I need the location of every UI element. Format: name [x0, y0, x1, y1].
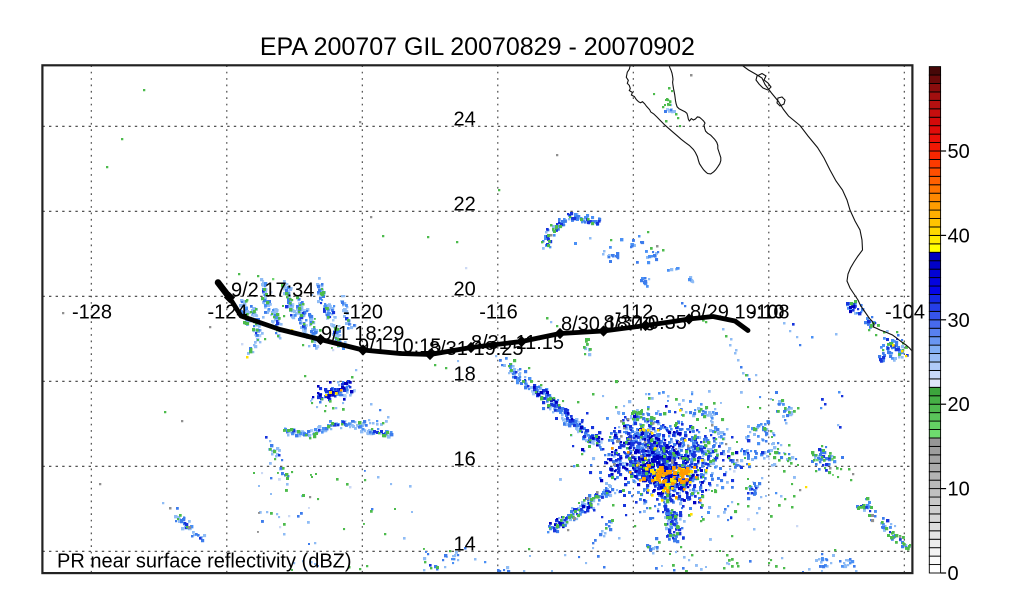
svg-text:8/31 19:25: 8/31 19:25: [429, 338, 524, 360]
svg-text:14: 14: [453, 534, 475, 556]
svg-text:-128: -128: [72, 301, 112, 323]
svg-text:16: 16: [453, 449, 475, 471]
svg-text:20: 20: [948, 394, 970, 416]
svg-text:9/1 18:29: 9/1 18:29: [321, 323, 404, 345]
svg-text:8/30 18:40: 8/30 18:40: [561, 314, 656, 336]
svg-text:9/1 10:15: 9/1 10:15: [358, 336, 441, 358]
svg-text:8/30 0:35: 8/30 0:35: [604, 312, 687, 334]
svg-text:20: 20: [453, 279, 475, 301]
svg-text:-116: -116: [479, 301, 518, 323]
svg-text:22: 22: [453, 194, 475, 216]
svg-text:24: 24: [453, 109, 475, 131]
svg-text:8/29 19:10: 8/29 19:10: [690, 302, 785, 324]
svg-text:PR near surface reflectivity (: PR near surface reflectivity (dBZ): [57, 551, 352, 573]
svg-text:8/31 11:15: 8/31 11:15: [471, 332, 564, 354]
svg-text:EPA 200707 GIL 20070829 - 2007: EPA 200707 GIL 20070829 - 20070902: [260, 33, 695, 61]
svg-text:40: 40: [948, 225, 970, 247]
svg-text:-112: -112: [615, 301, 654, 323]
svg-text:-108: -108: [749, 301, 789, 323]
svg-text:18: 18: [453, 364, 475, 386]
svg-text:-104: -104: [885, 301, 925, 323]
svg-text:50: 50: [948, 141, 970, 163]
svg-text:0: 0: [948, 563, 959, 585]
svg-text:9/2 17:34: 9/2 17:34: [231, 280, 314, 302]
svg-text:30: 30: [948, 310, 970, 332]
svg-text:10: 10: [948, 479, 970, 501]
svg-text:-120: -120: [343, 301, 383, 323]
